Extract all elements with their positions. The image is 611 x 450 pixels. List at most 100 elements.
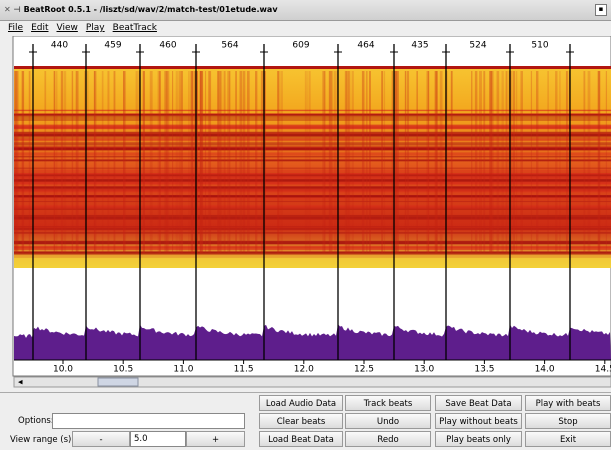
increase-range-button[interactable]: + <box>186 431 245 447</box>
onset-texture <box>72 71 73 253</box>
time-label: 11.5 <box>234 365 254 375</box>
menu-item[interactable]: Edit <box>31 23 48 33</box>
onset-texture <box>217 71 220 253</box>
button[interactable]: Load Audio Data <box>259 395 343 411</box>
onset-texture <box>506 71 508 253</box>
onset-texture <box>179 71 181 253</box>
onset-texture <box>199 71 201 253</box>
scroll-thumb[interactable] <box>98 378 138 386</box>
onset-texture <box>77 71 79 253</box>
onset-texture <box>188 71 189 253</box>
onset-texture <box>606 71 607 253</box>
onset-texture <box>513 71 515 253</box>
menu-item[interactable]: Play <box>86 23 105 33</box>
onset-texture <box>181 71 183 253</box>
onset-texture <box>491 71 493 253</box>
onset-texture <box>516 71 517 253</box>
time-label: 14.5 <box>595 365 611 375</box>
onset-texture <box>479 71 482 253</box>
window-button[interactable]: ▪ <box>595 4 607 16</box>
onset-texture <box>166 71 168 253</box>
app-window: ✕ ⊣ BeatRoot 0.5.1 - /liszt/sd/wav/2/mat… <box>0 0 611 449</box>
time-label: 12.5 <box>354 365 374 375</box>
button[interactable]: Redo <box>345 431 431 447</box>
onset-texture <box>247 71 250 253</box>
onset-texture <box>598 71 599 253</box>
onset-texture <box>255 71 257 253</box>
button[interactable]: Load Beat Data <box>259 431 343 447</box>
onset-texture <box>281 71 283 253</box>
onset-texture <box>381 71 383 253</box>
onset-texture <box>520 71 523 253</box>
button[interactable]: Play without beats <box>435 413 522 429</box>
onset-texture <box>394 71 397 253</box>
time-label: 14.0 <box>535 365 555 375</box>
menu-item[interactable]: View <box>57 23 78 33</box>
control-panel: Options: View range (s): - 5.0 + Load Au… <box>0 392 611 450</box>
onset-texture <box>87 71 89 253</box>
onset-texture <box>309 71 310 253</box>
onset-texture <box>64 71 67 253</box>
button[interactable]: Stop <box>525 413 611 429</box>
onset-texture <box>407 71 409 253</box>
onset-texture <box>114 71 115 253</box>
onset-texture <box>224 71 226 253</box>
button[interactable]: Exit <box>525 431 611 447</box>
onset-texture <box>208 71 210 253</box>
beat-interval-label: 459 <box>104 41 121 51</box>
onset-texture <box>384 71 385 253</box>
onset-texture <box>362 71 365 253</box>
onset-texture <box>392 71 393 253</box>
onset-texture <box>566 71 568 253</box>
onset-texture <box>240 71 243 253</box>
onset-texture <box>588 71 591 253</box>
onset-texture <box>352 71 354 253</box>
onset-texture <box>305 71 307 253</box>
button[interactable]: Undo <box>345 413 431 429</box>
onset-texture <box>334 71 336 253</box>
onset-texture <box>331 71 332 253</box>
onset-texture <box>531 71 532 253</box>
beat-interval-label: 440 <box>51 41 68 51</box>
onset-texture <box>61 71 63 253</box>
beat-interval-label: 510 <box>531 41 548 51</box>
onset-texture <box>158 71 161 253</box>
onset-texture <box>324 71 325 253</box>
onset-texture <box>54 71 55 253</box>
spectrogram-top-line <box>14 66 611 69</box>
onset-texture <box>94 71 97 253</box>
window-title: BeatRoot 0.5.1 - /liszt/sd/wav/2/match-t… <box>24 5 278 14</box>
time-label: 11.0 <box>173 365 193 375</box>
button[interactable]: Track beats <box>345 395 431 411</box>
menu-item[interactable]: File <box>8 23 23 33</box>
button[interactable]: Play beats only <box>435 431 522 447</box>
onset-texture <box>150 71 153 253</box>
onset-texture <box>536 71 538 253</box>
onset-texture <box>229 71 231 253</box>
onset-texture <box>15 71 17 253</box>
window-icon: ✕ ⊣ <box>4 5 21 14</box>
onset-texture <box>497 71 500 253</box>
onset-texture <box>405 71 406 253</box>
onset-texture <box>136 71 138 253</box>
onset-texture <box>44 71 46 253</box>
beat-interval-label: 609 <box>292 41 309 51</box>
onset-texture <box>397 71 399 253</box>
decrease-range-button[interactable]: - <box>72 431 130 447</box>
onset-texture <box>348 71 351 253</box>
onset-texture <box>176 71 178 253</box>
button[interactable]: Play with beats <box>525 395 611 411</box>
button[interactable]: Save Beat Data <box>435 395 522 411</box>
onset-texture <box>191 71 193 253</box>
options-input[interactable] <box>52 413 245 429</box>
onset-texture <box>555 71 557 253</box>
button[interactable]: Clear beats <box>259 413 343 429</box>
onset-texture <box>102 71 104 253</box>
menu-item[interactable]: BeatTrack <box>113 23 157 33</box>
onset-texture <box>451 71 453 253</box>
onset-texture <box>416 71 418 253</box>
view-range-input[interactable]: 5.0 <box>130 431 186 447</box>
onset-texture <box>559 71 560 253</box>
onset-texture <box>243 71 246 253</box>
time-label: 12.0 <box>294 365 314 375</box>
